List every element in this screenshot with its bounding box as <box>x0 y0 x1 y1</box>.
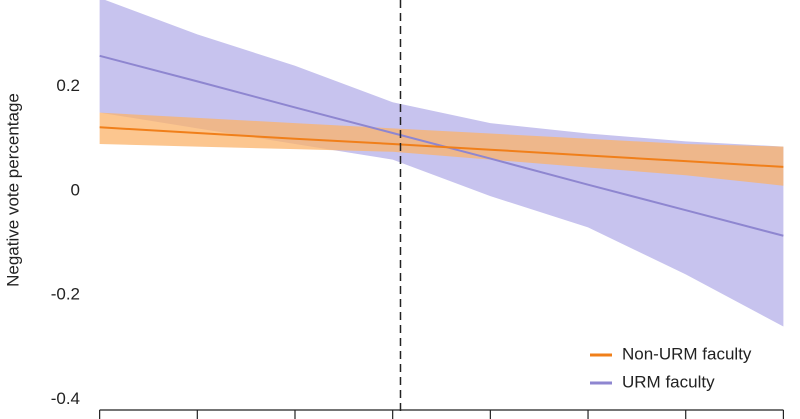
legend-label: URM faculty <box>622 372 715 391</box>
series-line <box>99 126 784 168</box>
confidence-band <box>99 112 784 186</box>
y-tick-label: 0.2 <box>56 76 80 95</box>
legend-label: Non-URM faculty <box>622 344 752 363</box>
y-axis-label: Negative vote percentage <box>3 93 22 287</box>
confidence-band <box>99 0 784 327</box>
y-tick-label: 0 <box>71 180 80 199</box>
series-line <box>99 54 784 237</box>
y-tick-label: -0.4 <box>51 389 80 408</box>
y-tick-label: -0.2 <box>51 285 80 304</box>
